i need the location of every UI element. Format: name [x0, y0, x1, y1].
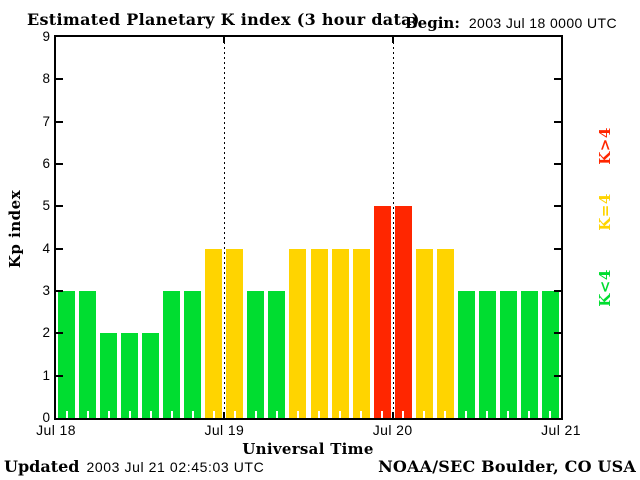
- credit-text: NOAA/SEC Boulder, CO USA: [378, 457, 636, 476]
- y-axis-tick: [56, 290, 63, 292]
- x-minor-tick: [444, 411, 447, 418]
- y-tick-label: 3: [42, 283, 50, 298]
- kp-bar: [289, 248, 307, 418]
- kp-bar: [394, 206, 412, 418]
- kp-bar: [121, 333, 139, 418]
- y-axis-tick: [554, 247, 561, 250]
- legend-label-k-eq-4: K=4: [596, 193, 614, 231]
- plot-area: [56, 37, 561, 418]
- y-axis-tick: [554, 78, 561, 81]
- y-tick-label: 8: [42, 71, 50, 87]
- y-axis-tick: [56, 247, 63, 250]
- kp-bar: [499, 291, 517, 418]
- x-minor-tick: [275, 411, 278, 418]
- kp-bar: [79, 291, 97, 418]
- y-tick-label: 5: [42, 198, 50, 214]
- updated-label: Updated: [4, 457, 80, 476]
- x-minor-tick: [486, 411, 489, 418]
- begin-line: Begin: 2003 Jul 18 0000 UTC: [405, 13, 617, 32]
- y-axis-title: Kp index: [6, 189, 24, 269]
- x-minor-tick: [360, 411, 363, 418]
- x-minor-tick: [381, 411, 384, 418]
- day-boundary-tick: [391, 412, 394, 418]
- day-boundary-tick: [391, 37, 394, 43]
- x-tick-label: Jul 19: [204, 422, 245, 438]
- y-tick-label: 4: [42, 240, 50, 256]
- x-minor-tick: [107, 411, 110, 418]
- legend-label-k-gt-4: K>4: [596, 127, 614, 165]
- y-axis-tick: [56, 205, 63, 208]
- y-axis-tick: [56, 332, 63, 335]
- y-tick-label: 7: [42, 113, 50, 129]
- x-minor-tick: [233, 411, 236, 418]
- y-axis-tick: [56, 374, 63, 377]
- begin-label: Begin:: [405, 14, 460, 32]
- x-minor-tick: [528, 411, 531, 418]
- day-boundary-tick: [223, 412, 226, 418]
- x-minor-tick: [170, 411, 173, 418]
- legend-label-k-lt-4: K<4: [596, 269, 614, 307]
- kp-bar: [541, 291, 559, 418]
- x-minor-tick: [318, 411, 321, 418]
- y-axis-tick: [554, 120, 561, 123]
- kp-bar: [478, 291, 496, 418]
- kp-bar: [373, 206, 391, 418]
- y-axis-tick: [554, 290, 561, 292]
- x-minor-tick: [423, 411, 426, 418]
- begin-value: 2003 Jul 18 0000 UTC: [468, 15, 617, 31]
- x-minor-tick: [507, 411, 510, 418]
- y-tick-label: 2: [42, 325, 50, 341]
- updated-line: Updated 2003 Jul 21 02:45:03 UTC: [4, 457, 264, 476]
- kp-bar: [415, 248, 433, 418]
- y-axis-tick: [554, 332, 561, 335]
- x-minor-tick: [465, 411, 468, 418]
- kp-bar: [226, 248, 244, 418]
- kp-bar: [247, 291, 265, 418]
- kp-bar: [58, 291, 76, 418]
- kp-bar: [520, 291, 538, 418]
- x-minor-tick: [212, 411, 215, 418]
- y-tick-label: 9: [42, 29, 50, 44]
- y-axis-tick: [56, 120, 63, 123]
- kp-bar: [184, 291, 202, 418]
- y-axis-tick: [554, 374, 561, 377]
- x-minor-tick: [254, 411, 257, 418]
- x-minor-tick: [549, 411, 552, 418]
- x-minor-tick: [339, 411, 342, 418]
- x-minor-tick: [128, 411, 131, 418]
- y-tick-label: 6: [42, 156, 50, 171]
- y-tick-label: 1: [42, 367, 50, 383]
- x-minor-tick: [149, 411, 152, 418]
- kp-bar: [205, 248, 223, 418]
- x-minor-tick: [296, 411, 299, 418]
- chart-title: Estimated Planetary K index (3 hour data…: [27, 10, 420, 29]
- kp-bar: [163, 291, 181, 418]
- y-axis-tick: [554, 163, 561, 165]
- x-minor-tick: [65, 411, 68, 418]
- y-tick-label: 0: [42, 410, 50, 425]
- x-minor-tick: [191, 411, 194, 418]
- kp-bar: [268, 291, 286, 418]
- kp-bar: [100, 333, 118, 418]
- kp-bar: [457, 291, 475, 418]
- day-boundary-tick: [223, 37, 226, 43]
- y-axis-tick: [554, 205, 561, 208]
- day-boundary-dotted-line: [224, 37, 226, 418]
- x-axis-title: Universal Time: [242, 440, 374, 458]
- x-minor-tick: [86, 411, 89, 418]
- kp-bar: [331, 248, 349, 418]
- kp-bar: [310, 248, 328, 418]
- kp-bar: [352, 248, 370, 418]
- x-tick-label: Jul 20: [372, 422, 413, 438]
- y-axis-tick: [56, 78, 63, 81]
- x-tick-label: Jul 21: [541, 422, 581, 438]
- kp-bar: [436, 248, 454, 418]
- day-boundary-dotted-line: [392, 37, 394, 418]
- x-tick-label: Jul 18: [36, 422, 76, 438]
- y-axis-tick: [56, 163, 63, 165]
- kp-bar: [142, 333, 160, 418]
- x-minor-tick: [402, 411, 405, 418]
- updated-value: 2003 Jul 21 02:45:03 UTC: [86, 459, 265, 475]
